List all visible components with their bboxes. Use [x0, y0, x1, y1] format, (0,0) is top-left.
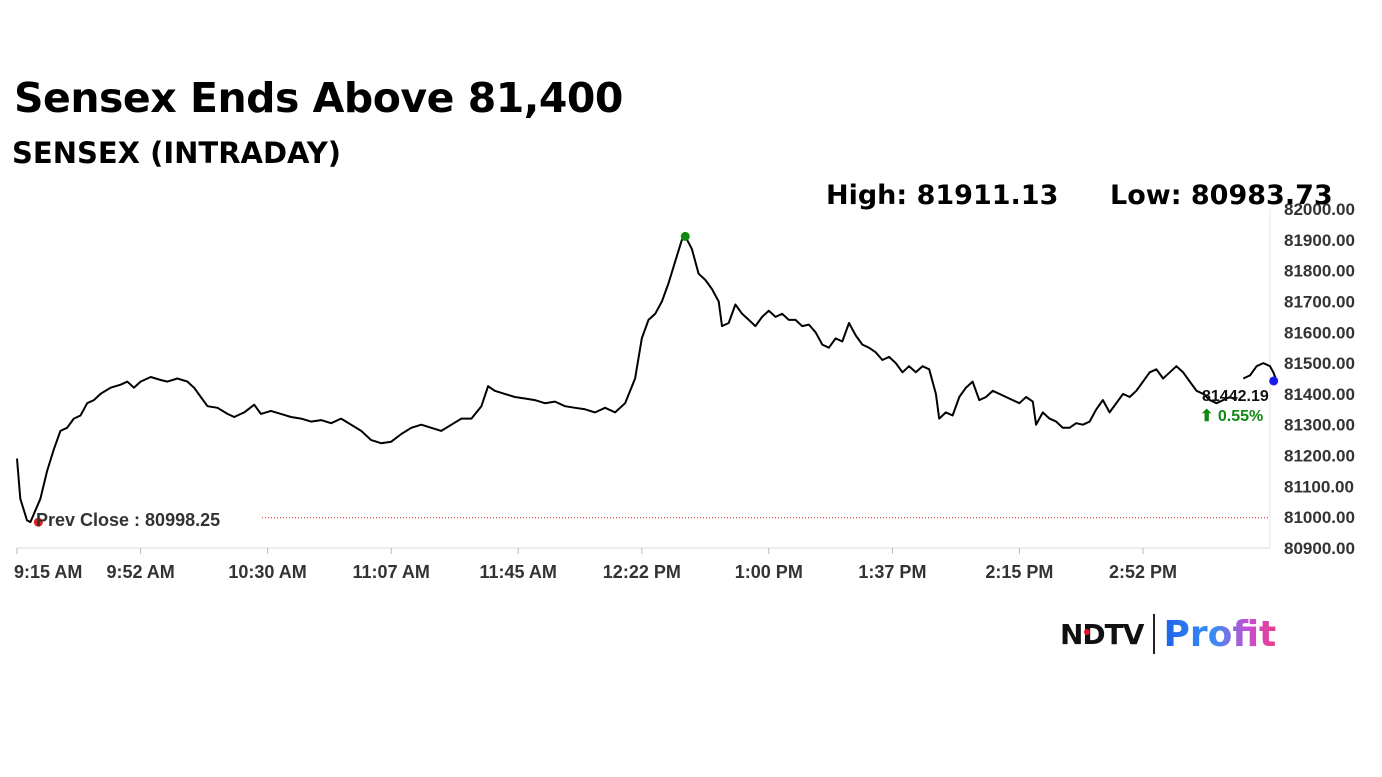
change-percent-label: ⬆ 0.55% [1200, 408, 1263, 425]
gridlines [17, 209, 1271, 549]
day-low-marker [33, 517, 43, 527]
y-tick-label: 82000.00 [1284, 200, 1355, 219]
y-tick-label: 80900.00 [1284, 539, 1355, 558]
x-tick-label: 11:07 AM [353, 562, 430, 582]
x-tick-label: 12:22 PM [603, 562, 681, 582]
logo-divider [1153, 614, 1156, 654]
ndtv-red-dot [1084, 629, 1090, 635]
x-tick-label: 9:52 AM [106, 562, 174, 582]
ndtv-wordmark: NDTV [1060, 617, 1144, 651]
price-line-segment-2 [1242, 362, 1278, 382]
y-tick-label: 81900.00 [1284, 231, 1355, 250]
x-tick-label: 2:52 PM [1109, 562, 1177, 582]
y-tick-label: 81600.00 [1284, 323, 1355, 342]
x-tick-label: 9:15 AM [14, 562, 82, 582]
day-high-marker [680, 231, 690, 241]
last-value-label: 81442.19 [1202, 388, 1269, 405]
y-tick-label: 81300.00 [1284, 416, 1355, 435]
prev-close-label: Prev Close : 80998.25 [36, 510, 220, 530]
headline: Sensex Ends Above 81,400 [14, 74, 623, 122]
x-axis-ticks: 9:15 AM 9:52 AM 10:30 AM 11:07 AM 11:45 AM 12… [14, 548, 1177, 582]
last-price-marker [1269, 376, 1279, 386]
y-tick-label: 81500.00 [1284, 354, 1355, 373]
day-low-label: Low: 80983.73 [1110, 180, 1333, 211]
y-tick-label: 81400.00 [1284, 385, 1355, 404]
x-tick-label: 1:37 PM [858, 562, 926, 582]
x-tick-label: 2:15 PM [985, 562, 1053, 582]
y-tick-label: 81800.00 [1284, 262, 1355, 281]
price-line-segment-1 [16, 235, 1238, 524]
y-tick-label: 81200.00 [1284, 447, 1355, 466]
chart-subtitle: SENSEX (INTRADAY) [12, 136, 341, 170]
price-series [16, 235, 1278, 524]
x-tick-label: 11:45 AM [480, 562, 557, 582]
y-tick-label: 81000.00 [1284, 508, 1355, 527]
y-tick-label: 81700.00 [1284, 292, 1355, 311]
x-tick-label: 1:00 PM [735, 562, 803, 582]
profit-wordmark: Profit [1163, 613, 1277, 655]
y-tick-label: 81100.00 [1284, 477, 1354, 496]
markers [33, 231, 1279, 527]
ndtv-profit-logo: NDTV Profit [1060, 612, 1276, 656]
x-tick-label: 10:30 AM [228, 562, 306, 582]
y-axis-ticks: 81000.00 81100.00 81200.00 81300.00 81400.00… [1284, 200, 1355, 558]
day-high-label: High: 81911.13 [826, 180, 1059, 211]
